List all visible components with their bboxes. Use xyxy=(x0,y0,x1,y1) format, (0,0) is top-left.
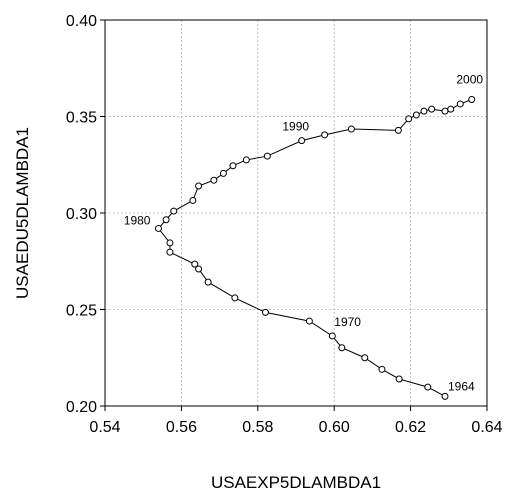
data-point xyxy=(321,131,329,139)
data-point xyxy=(189,196,197,204)
data-point xyxy=(229,162,237,170)
data-point xyxy=(394,126,402,134)
data-point xyxy=(195,265,203,273)
data-point xyxy=(231,294,239,302)
data-point xyxy=(154,224,162,232)
point-label: 1970 xyxy=(334,315,361,329)
data-point xyxy=(170,207,178,215)
y-tick-label: 0.30 xyxy=(66,206,97,223)
series-path xyxy=(157,99,472,397)
x-tick-label: 0.58 xyxy=(242,419,273,436)
data-point xyxy=(219,169,227,177)
data-point xyxy=(242,156,250,164)
data-point xyxy=(405,115,413,123)
data-point xyxy=(456,100,464,108)
x-tick-label: 0.54 xyxy=(89,419,120,436)
data-point xyxy=(204,278,212,286)
annotations: 1964 1970 1980 1990 2000 xyxy=(124,73,484,394)
point-label: 1964 xyxy=(448,379,475,393)
y-tick-label: 0.25 xyxy=(66,303,97,320)
data-point xyxy=(261,308,269,316)
point-label: 1990 xyxy=(282,120,309,134)
axis-ticks: 0.54 0.56 0.58 0.60 0.62 0.64 0.20 0.25 0.30 0.35… xyxy=(66,13,503,436)
y-tick-label: 0.35 xyxy=(66,110,97,127)
data-point xyxy=(428,105,436,113)
data-point xyxy=(447,105,455,113)
data-point xyxy=(395,375,403,383)
data-point xyxy=(468,96,476,104)
plot-frame xyxy=(104,19,488,407)
y-tick-label: 0.40 xyxy=(66,13,97,30)
grid xyxy=(105,20,487,406)
data-point xyxy=(378,365,386,373)
data-point xyxy=(441,392,449,400)
x-tick-label: 0.64 xyxy=(471,419,502,436)
point-label: 2000 xyxy=(456,73,483,87)
x-axis-title: USAEXP5DLAMBDA1 xyxy=(211,473,381,492)
data-point xyxy=(424,383,432,391)
point-label: 1980 xyxy=(124,213,151,227)
data-point xyxy=(412,111,420,119)
series-line xyxy=(157,99,472,397)
data-point xyxy=(441,107,449,115)
data-point xyxy=(166,239,174,247)
data-point xyxy=(338,344,346,352)
y-tick-label: 0.20 xyxy=(66,399,97,416)
data-point xyxy=(298,137,306,145)
data-point xyxy=(195,182,203,190)
data-point xyxy=(263,152,271,160)
x-tick-label: 0.62 xyxy=(395,419,426,436)
data-point xyxy=(347,125,355,133)
data-point xyxy=(162,216,170,224)
x-tick-label: 0.60 xyxy=(319,419,350,436)
data-point xyxy=(361,354,369,362)
data-point xyxy=(305,317,313,325)
data-point xyxy=(328,332,336,340)
y-axis-title: USAEDU5DLAMBDA1 xyxy=(13,127,32,299)
x-tick-label: 0.56 xyxy=(166,419,197,436)
data-points xyxy=(154,96,476,400)
data-point xyxy=(210,176,218,184)
data-point xyxy=(420,107,428,115)
data-point xyxy=(191,260,199,268)
data-point xyxy=(166,248,174,256)
